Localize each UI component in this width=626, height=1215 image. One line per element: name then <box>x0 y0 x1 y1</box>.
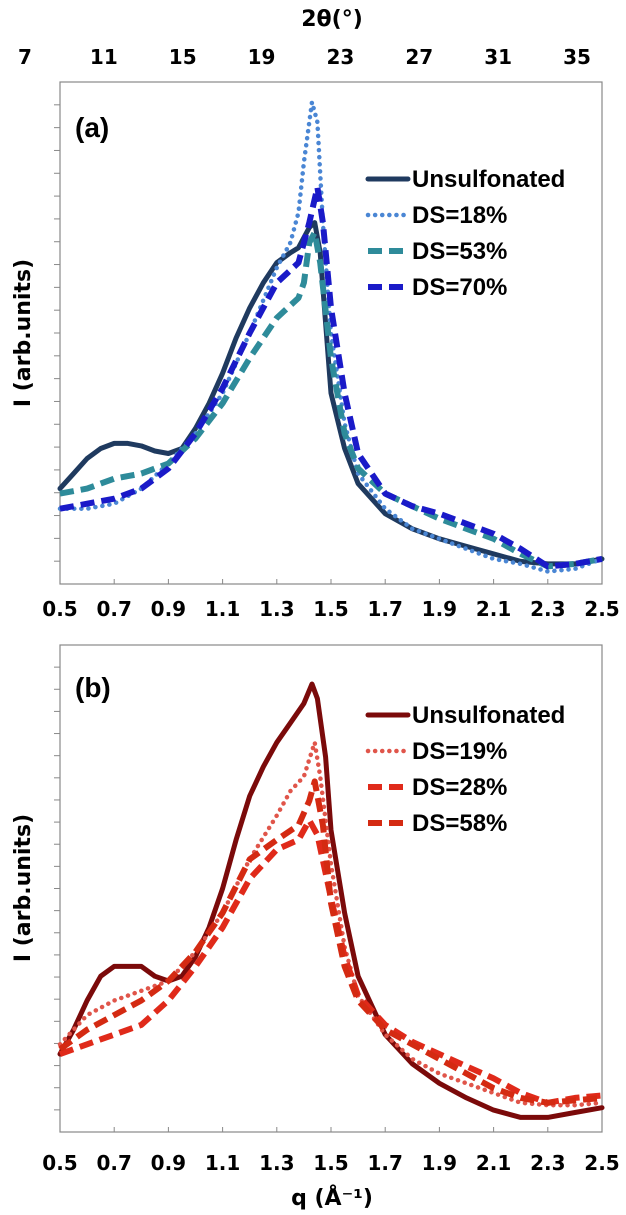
x-tick-label: 2.5 <box>584 1151 619 1175</box>
top-tick-label: 15 <box>169 45 197 69</box>
top-tick-label: 27 <box>405 45 433 69</box>
x-tick-label: 1.9 <box>422 1151 457 1175</box>
legend-label: Unsulfonated <box>412 166 565 193</box>
legend-label: DS=70% <box>412 274 507 301</box>
x-tick-label: 0.9 <box>151 1151 186 1175</box>
panel-a-x-axis: 0.5 0.7 0.9 1.1 1.3 1.5 1.7 1.9 2.1 2.3 2.5 <box>42 579 620 621</box>
x-tick-label: 0.9 <box>151 597 186 621</box>
series-line-unsulfonated <box>57 681 605 1120</box>
panel-a-y-axis <box>54 104 60 562</box>
legend-label: DS=19% <box>412 738 507 765</box>
series-line-ds-70- <box>59 184 603 570</box>
panel-a-plot-area <box>57 99 605 574</box>
x-tick-label: 2.1 <box>476 1151 511 1175</box>
panel-b-ylabel: I (arb.units) <box>11 814 36 962</box>
top-tick-label: 19 <box>248 45 276 69</box>
panel-a-label: (a) <box>75 112 109 143</box>
x-tick-label: 2.3 <box>530 1151 565 1175</box>
x-tick-label: 1.3 <box>259 597 294 621</box>
top-tick-label: 31 <box>484 45 512 69</box>
top-tick-label: 11 <box>90 45 118 69</box>
legend-label: DS=28% <box>412 774 507 801</box>
top-tick-label: 23 <box>327 45 355 69</box>
top-tick-label: 7 <box>18 45 32 69</box>
x-tick-label: 1.5 <box>313 1151 348 1175</box>
x-tick-label: 1.1 <box>205 597 240 621</box>
legend-label: DS=18% <box>412 202 507 229</box>
top-tick-label: 35 <box>563 45 591 69</box>
x-tick-label: 0.7 <box>96 1151 131 1175</box>
top-axis-title: 2θ(°) <box>301 7 363 32</box>
x-tick-label: 1.7 <box>367 1151 402 1175</box>
panel-b-y-axis <box>54 666 60 1111</box>
panel-b-label: (b) <box>75 672 111 703</box>
x-tick-label: 2.1 <box>476 597 511 621</box>
x-tick-label: 1.3 <box>259 1151 294 1175</box>
x-tick-label: 2.3 <box>530 597 565 621</box>
x-tick-label: 1.1 <box>205 1151 240 1175</box>
top-axis: 7 11 15 19 23 27 31 35 <box>18 45 591 69</box>
panel-a-ylabel: I (arb.units) <box>11 259 36 407</box>
panel-b-x-axis: 0.5 0.7 0.9 1.1 1.3 1.5 1.7 1.9 2.1 2.3 2.5 <box>42 1127 620 1175</box>
panel-b-legend: Unsulfonated DS=19% DS=28% DS=58% <box>365 702 565 837</box>
legend-label: DS=58% <box>412 810 507 837</box>
x-tick-label: 1.9 <box>422 597 457 621</box>
x-tick-label: 2.5 <box>584 597 619 621</box>
series-line-ds-58- <box>58 778 603 1106</box>
x-tick-label: 0.5 <box>42 597 77 621</box>
panel-b-xlabel: q (Å⁻¹) <box>291 1185 373 1211</box>
series-line-unsulfonated <box>57 220 605 567</box>
series-line-ds-53- <box>59 229 603 570</box>
x-tick-label: 1.5 <box>313 597 348 621</box>
x-tick-label: 0.5 <box>42 1151 77 1175</box>
panel-b-plot-area <box>57 681 605 1120</box>
x-tick-label: 1.7 <box>367 597 402 621</box>
x-tick-label: 0.7 <box>96 597 131 621</box>
panel-a-legend: Unsulfonated DS=18% DS=53% DS=70% <box>365 166 565 301</box>
legend-label: Unsulfonated <box>412 702 565 729</box>
legend-label: DS=53% <box>412 238 507 265</box>
